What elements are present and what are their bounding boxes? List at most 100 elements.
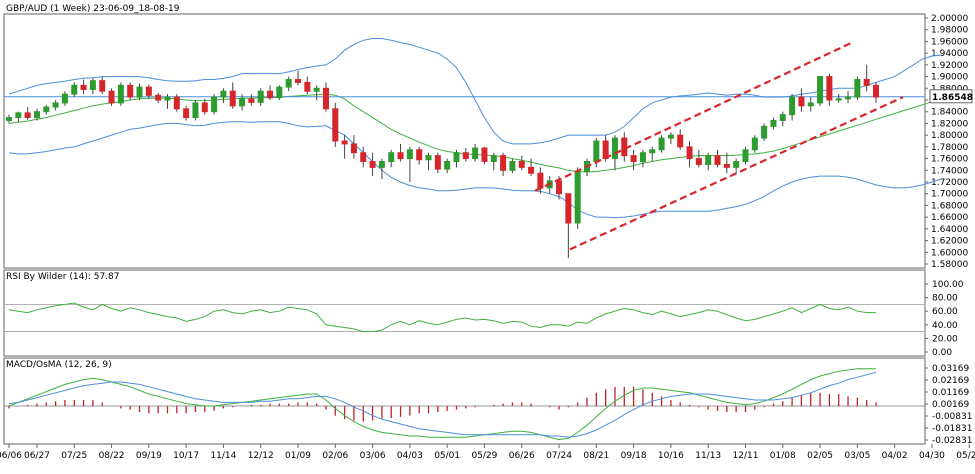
x-axis-label: 12/11 — [733, 451, 759, 461]
candle[interactable] — [686, 141, 693, 168]
candle-body — [211, 96, 218, 113]
candle[interactable] — [360, 146, 367, 168]
candle[interactable] — [528, 158, 535, 177]
candle[interactable] — [518, 155, 525, 171]
candle[interactable] — [127, 82, 134, 100]
candle[interactable] — [239, 94, 246, 111]
candle[interactable] — [173, 94, 180, 112]
candle[interactable] — [71, 82, 78, 98]
candle[interactable] — [639, 149, 646, 168]
candle[interactable] — [229, 82, 236, 109]
candle[interactable] — [322, 82, 329, 112]
candle[interactable] — [779, 111, 786, 127]
candle[interactable] — [649, 146, 656, 162]
candle[interactable] — [873, 82, 879, 103]
candle[interactable] — [304, 76, 311, 95]
macd-axis-label: -0.02831 — [932, 436, 972, 446]
x-axis-label: 04/03 — [397, 451, 423, 461]
rsi-panel[interactable]: 100.00 80.00 60.00 40.00 20.00 0.00 — [3, 269, 964, 358]
candle[interactable] — [733, 158, 740, 174]
candle[interactable] — [332, 102, 339, 147]
candle[interactable] — [416, 146, 423, 165]
candle[interactable] — [211, 94, 218, 115]
candle[interactable] — [509, 158, 516, 174]
candle[interactable] — [406, 146, 413, 182]
candle[interactable] — [751, 135, 758, 153]
candle[interactable] — [192, 100, 199, 121]
candle[interactable] — [490, 152, 497, 171]
candle[interactable] — [350, 135, 357, 159]
candle[interactable] — [388, 149, 395, 168]
candle[interactable] — [565, 193, 572, 259]
candle[interactable] — [826, 73, 833, 106]
candle[interactable] — [453, 149, 460, 168]
candle[interactable] — [89, 77, 96, 95]
candle[interactable] — [164, 94, 171, 109]
candle-body — [714, 155, 721, 165]
candle[interactable] — [108, 88, 115, 106]
candle[interactable] — [136, 83, 143, 100]
candle[interactable] — [117, 82, 124, 106]
candle[interactable] — [425, 152, 432, 171]
candle[interactable] — [845, 91, 852, 103]
candle[interactable] — [863, 64, 870, 92]
candle[interactable] — [761, 123, 768, 141]
candle[interactable] — [43, 104, 50, 115]
candle[interactable] — [705, 152, 712, 171]
candle[interactable] — [248, 94, 255, 106]
candle[interactable] — [183, 105, 190, 121]
candle[interactable] — [397, 143, 404, 162]
candle[interactable] — [257, 88, 264, 106]
candle[interactable] — [15, 111, 22, 123]
candle[interactable] — [378, 158, 385, 180]
candle[interactable] — [285, 76, 292, 92]
candle[interactable] — [658, 135, 665, 153]
candle[interactable] — [677, 129, 684, 150]
candle[interactable] — [434, 152, 441, 174]
candle[interactable] — [770, 117, 777, 130]
candle[interactable] — [481, 146, 488, 165]
candle[interactable] — [500, 152, 507, 177]
candle[interactable] — [472, 143, 479, 162]
candle-body — [201, 102, 208, 113]
candle[interactable] — [369, 152, 376, 177]
candle[interactable] — [99, 76, 106, 95]
candle[interactable] — [723, 152, 730, 174]
candle[interactable] — [52, 100, 59, 111]
candle[interactable] — [789, 94, 796, 121]
candle[interactable] — [295, 70, 301, 86]
candle[interactable] — [267, 85, 274, 100]
candle[interactable] — [145, 84, 152, 99]
candle[interactable] — [80, 79, 87, 95]
candle[interactable] — [574, 167, 581, 229]
candle[interactable] — [61, 91, 68, 106]
macd-panel[interactable]: 0.03169 0.02169 0.01169 0.00169 -0.00831 -0.0… — [3, 357, 972, 446]
price-axis-label: 1.74000 — [931, 166, 968, 176]
candle-body — [593, 140, 600, 162]
candle[interactable] — [854, 76, 861, 100]
candle[interactable] — [714, 149, 721, 168]
candle[interactable] — [201, 98, 208, 115]
candle-body — [388, 152, 395, 162]
candle[interactable] — [742, 146, 749, 165]
macd-axis-label: 0.03169 — [932, 364, 969, 374]
candle[interactable] — [630, 149, 637, 171]
candle[interactable] — [444, 158, 451, 174]
candle[interactable] — [313, 85, 320, 100]
candle[interactable] — [24, 107, 31, 120]
candle[interactable] — [695, 149, 702, 168]
candle[interactable] — [276, 85, 283, 100]
candle-body — [341, 140, 348, 145]
candle[interactable] — [462, 148, 469, 162]
candle[interactable] — [835, 94, 842, 103]
candle[interactable] — [220, 88, 227, 103]
candle[interactable] — [33, 108, 40, 121]
candle[interactable] — [155, 92, 162, 103]
candle[interactable] — [817, 76, 824, 106]
candle[interactable] — [6, 114, 12, 124]
candle[interactable] — [798, 88, 805, 112]
candle[interactable] — [667, 132, 674, 144]
candle[interactable] — [341, 135, 348, 159]
candle[interactable] — [807, 97, 814, 112]
